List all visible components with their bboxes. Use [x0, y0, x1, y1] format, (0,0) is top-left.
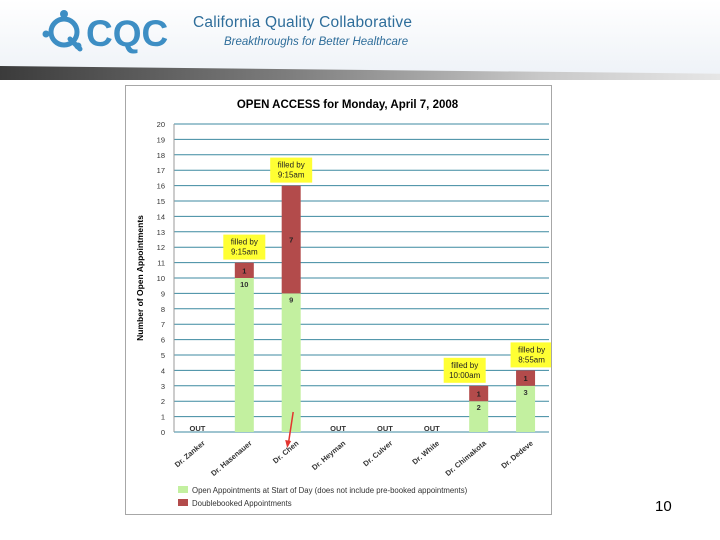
callout-box	[510, 342, 551, 368]
bar-open	[281, 293, 301, 432]
y-tick-label: 3	[161, 382, 165, 391]
y-tick-label: 4	[161, 366, 165, 375]
legend-swatch	[178, 499, 188, 506]
data-label-doublebooked: 7	[289, 236, 293, 245]
legend-label: Open Appointments at Start of Day (does …	[192, 486, 468, 495]
out-label: OUT	[330, 424, 346, 433]
x-tick-label: Dr. Culver	[361, 439, 394, 469]
legend-swatch	[178, 486, 188, 493]
page-number: 10	[655, 498, 672, 515]
open-access-chart: OPEN ACCESS for Monday, April 7, 2008012…	[135, 99, 551, 508]
callout-box	[443, 357, 486, 383]
bar-doublebooked	[234, 262, 254, 278]
y-tick-label: 12	[157, 243, 165, 252]
out-label: OUT	[377, 424, 393, 433]
logo-ring-icon	[42, 10, 83, 52]
callout-text: filled by	[451, 361, 478, 370]
chart-panel: OPEN ACCESS for Monday, April 7, 2008 0 1 2…	[125, 85, 552, 515]
y-tick-label: 13	[157, 228, 165, 237]
y-tick-label: 16	[157, 182, 165, 191]
y-tick-label: 6	[161, 336, 165, 345]
bar-open	[469, 401, 489, 432]
bar-doublebooked	[516, 370, 536, 386]
callout-text: 9:15am	[278, 171, 305, 180]
x-tick-label: Dr. Hasenauer	[209, 439, 253, 478]
callout-text: filled by	[231, 238, 258, 247]
annotation-arrow	[287, 411, 294, 446]
legend-label: Doublebooked Appointments	[192, 499, 292, 508]
x-tick-label: Dr. Zanker	[173, 439, 207, 470]
bar-doublebooked	[469, 385, 489, 402]
y-tick-label: 8	[161, 305, 165, 314]
bar-open	[234, 278, 254, 432]
bar-doublebooked	[281, 185, 301, 294]
data-label-doublebooked: 1	[523, 374, 527, 383]
x-tick-label: Dr. White	[410, 439, 441, 467]
y-tick-label: 18	[157, 151, 165, 160]
data-label-doublebooked: 1	[477, 390, 481, 399]
y-tick-label: 2	[161, 397, 165, 406]
cqc-logo: CQC	[42, 10, 168, 54]
org-name: California Quality Collaborative	[193, 14, 413, 31]
out-label: OUT	[424, 424, 440, 433]
y-tick-label: 0	[161, 428, 165, 437]
x-tick-label: Dr. Heyman	[310, 438, 348, 472]
data-label-open: 9	[289, 295, 293, 304]
y-tick-label: 1	[161, 413, 165, 422]
y-tick-label: 19	[157, 135, 165, 144]
data-label-open: 3	[523, 388, 527, 397]
y-tick-label: 7	[161, 320, 165, 329]
chart-title: OPEN ACCESS for Monday, April 7, 2008	[237, 99, 459, 111]
y-tick-label: 15	[157, 197, 165, 206]
y-tick-label: 10	[157, 274, 165, 283]
y-tick-label: 11	[157, 259, 165, 268]
callout-box	[270, 157, 313, 183]
callout-text: filled by	[518, 345, 545, 354]
x-tick-label: Dr. Dedeve	[499, 439, 534, 471]
callout-text: 8:55am	[518, 355, 545, 364]
out-label: OUT	[190, 424, 206, 433]
x-tick-label: Dr. Chimakota	[444, 438, 489, 478]
header-banner: CQC California Quality Collaborative Bre…	[0, 0, 720, 76]
data-label-doublebooked: 1	[242, 266, 246, 275]
y-tick-label: 9	[161, 289, 165, 298]
tagline: Breakthroughs for Better Healthcare	[224, 36, 409, 48]
logo-text: CQC	[86, 13, 168, 54]
y-tick-label: 14	[157, 212, 165, 221]
y-axis-label: Number of Open Appointments	[135, 215, 145, 341]
y-tick-label: 5	[161, 351, 165, 360]
data-label-open: 10	[240, 280, 248, 289]
callout-text: 10:00am	[449, 371, 480, 380]
bar-open	[516, 385, 536, 432]
callout-text: filled by	[278, 161, 305, 170]
y-tick-label: 20	[157, 120, 165, 129]
annotation-arrowhead	[285, 440, 292, 448]
y-tick-label: 17	[157, 166, 165, 175]
callout-text: 9:15am	[231, 248, 258, 257]
data-label-open: 2	[477, 403, 481, 412]
callout-box	[223, 234, 266, 260]
